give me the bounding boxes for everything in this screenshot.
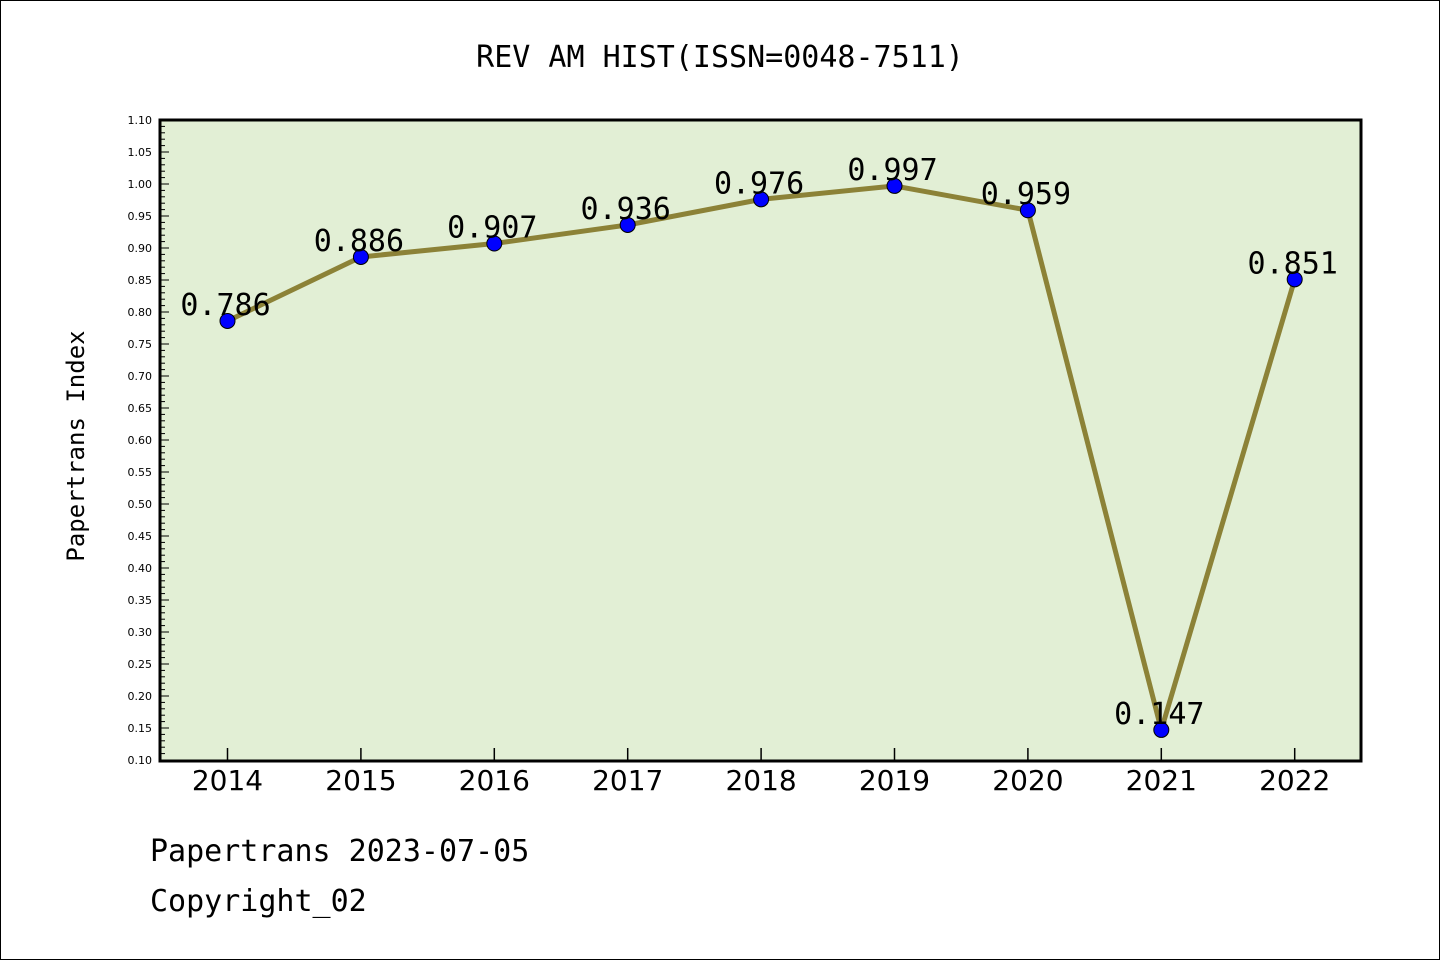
data-point [886,177,903,194]
data-point [753,191,770,208]
data-point [1153,721,1170,738]
y-tick-label: 0.95 [128,210,153,223]
y-tick-label: 0.20 [128,690,153,703]
y-tick-label: 0.10 [128,754,153,767]
y-tick-label: 0.65 [128,402,153,415]
y-tick-label: 0.75 [128,338,153,351]
x-tick-label: 2014 [192,764,263,797]
y-tick-label: 0.45 [128,530,153,543]
data-label: 0.851 [1248,246,1338,281]
y-tick-label: 0.35 [128,594,153,607]
y-axis: 0.10 0.15 0.20 0.25 0.30 0.35 0.40 0.45 0.50 0.55… [128,114,169,767]
data-point [1286,271,1303,288]
data-point [1019,202,1036,219]
y-tick-label: 0.85 [128,274,153,287]
plot-area [158,118,1363,763]
chart-title: REV AM HIST(ISSN=0048-7511) [476,40,964,75]
data-points [219,177,1303,738]
y-tick-label: 0.50 [128,498,153,511]
data-label: 0.886 [314,224,404,259]
y-tick-label: 1.10 [128,114,153,127]
footer-copyright: Copyright_02 [150,884,367,919]
footer-date: Papertrans 2023-07-05 [150,834,530,869]
x-tick-label: 2020 [992,764,1063,797]
data-label: 0.786 [180,288,270,323]
y-tick-label: 0.90 [128,242,153,255]
x-tick-label: 2018 [725,764,796,797]
x-tick-label: 2015 [325,764,396,797]
data-label: 0.907 [447,211,537,246]
data-label: 0.147 [1114,697,1204,732]
y-tick-label: 0.25 [128,658,153,671]
y-tick-label: 1.00 [128,178,153,191]
x-tick-label: 2017 [592,764,663,797]
data-point [619,216,636,233]
data-point [486,235,503,252]
data-point [352,248,369,265]
x-axis: 2014 2015 2016 2017 2018 2019 2020 2021 2022 [192,748,1330,797]
y-tick-label: 0.30 [128,626,153,639]
data-labels: 0.786 0.886 0.907 0.936 0.976 0.997 0.959 0.147… [180,153,1338,732]
y-axis-label: Papertrans Index [62,330,90,561]
x-tick-label: 2021 [1126,764,1197,797]
x-tick-label: 2016 [459,764,530,797]
y-tick-label: 1.05 [128,146,153,159]
data-label: 0.936 [581,192,671,227]
y-tick-label: 0.80 [128,306,153,319]
y-tick-label: 0.15 [128,722,153,735]
data-point [219,312,236,329]
data-label: 0.997 [847,153,937,188]
y-tick-label: 0.40 [128,562,153,575]
x-tick-label: 2022 [1259,764,1330,797]
y-tick-label: 0.70 [128,370,153,383]
data-label: 0.976 [714,166,804,201]
x-tick-label: 2019 [859,764,930,797]
y-tick-label: 0.60 [128,434,153,447]
y-tick-label: 0.55 [128,466,153,479]
data-label: 0.959 [981,177,1071,212]
